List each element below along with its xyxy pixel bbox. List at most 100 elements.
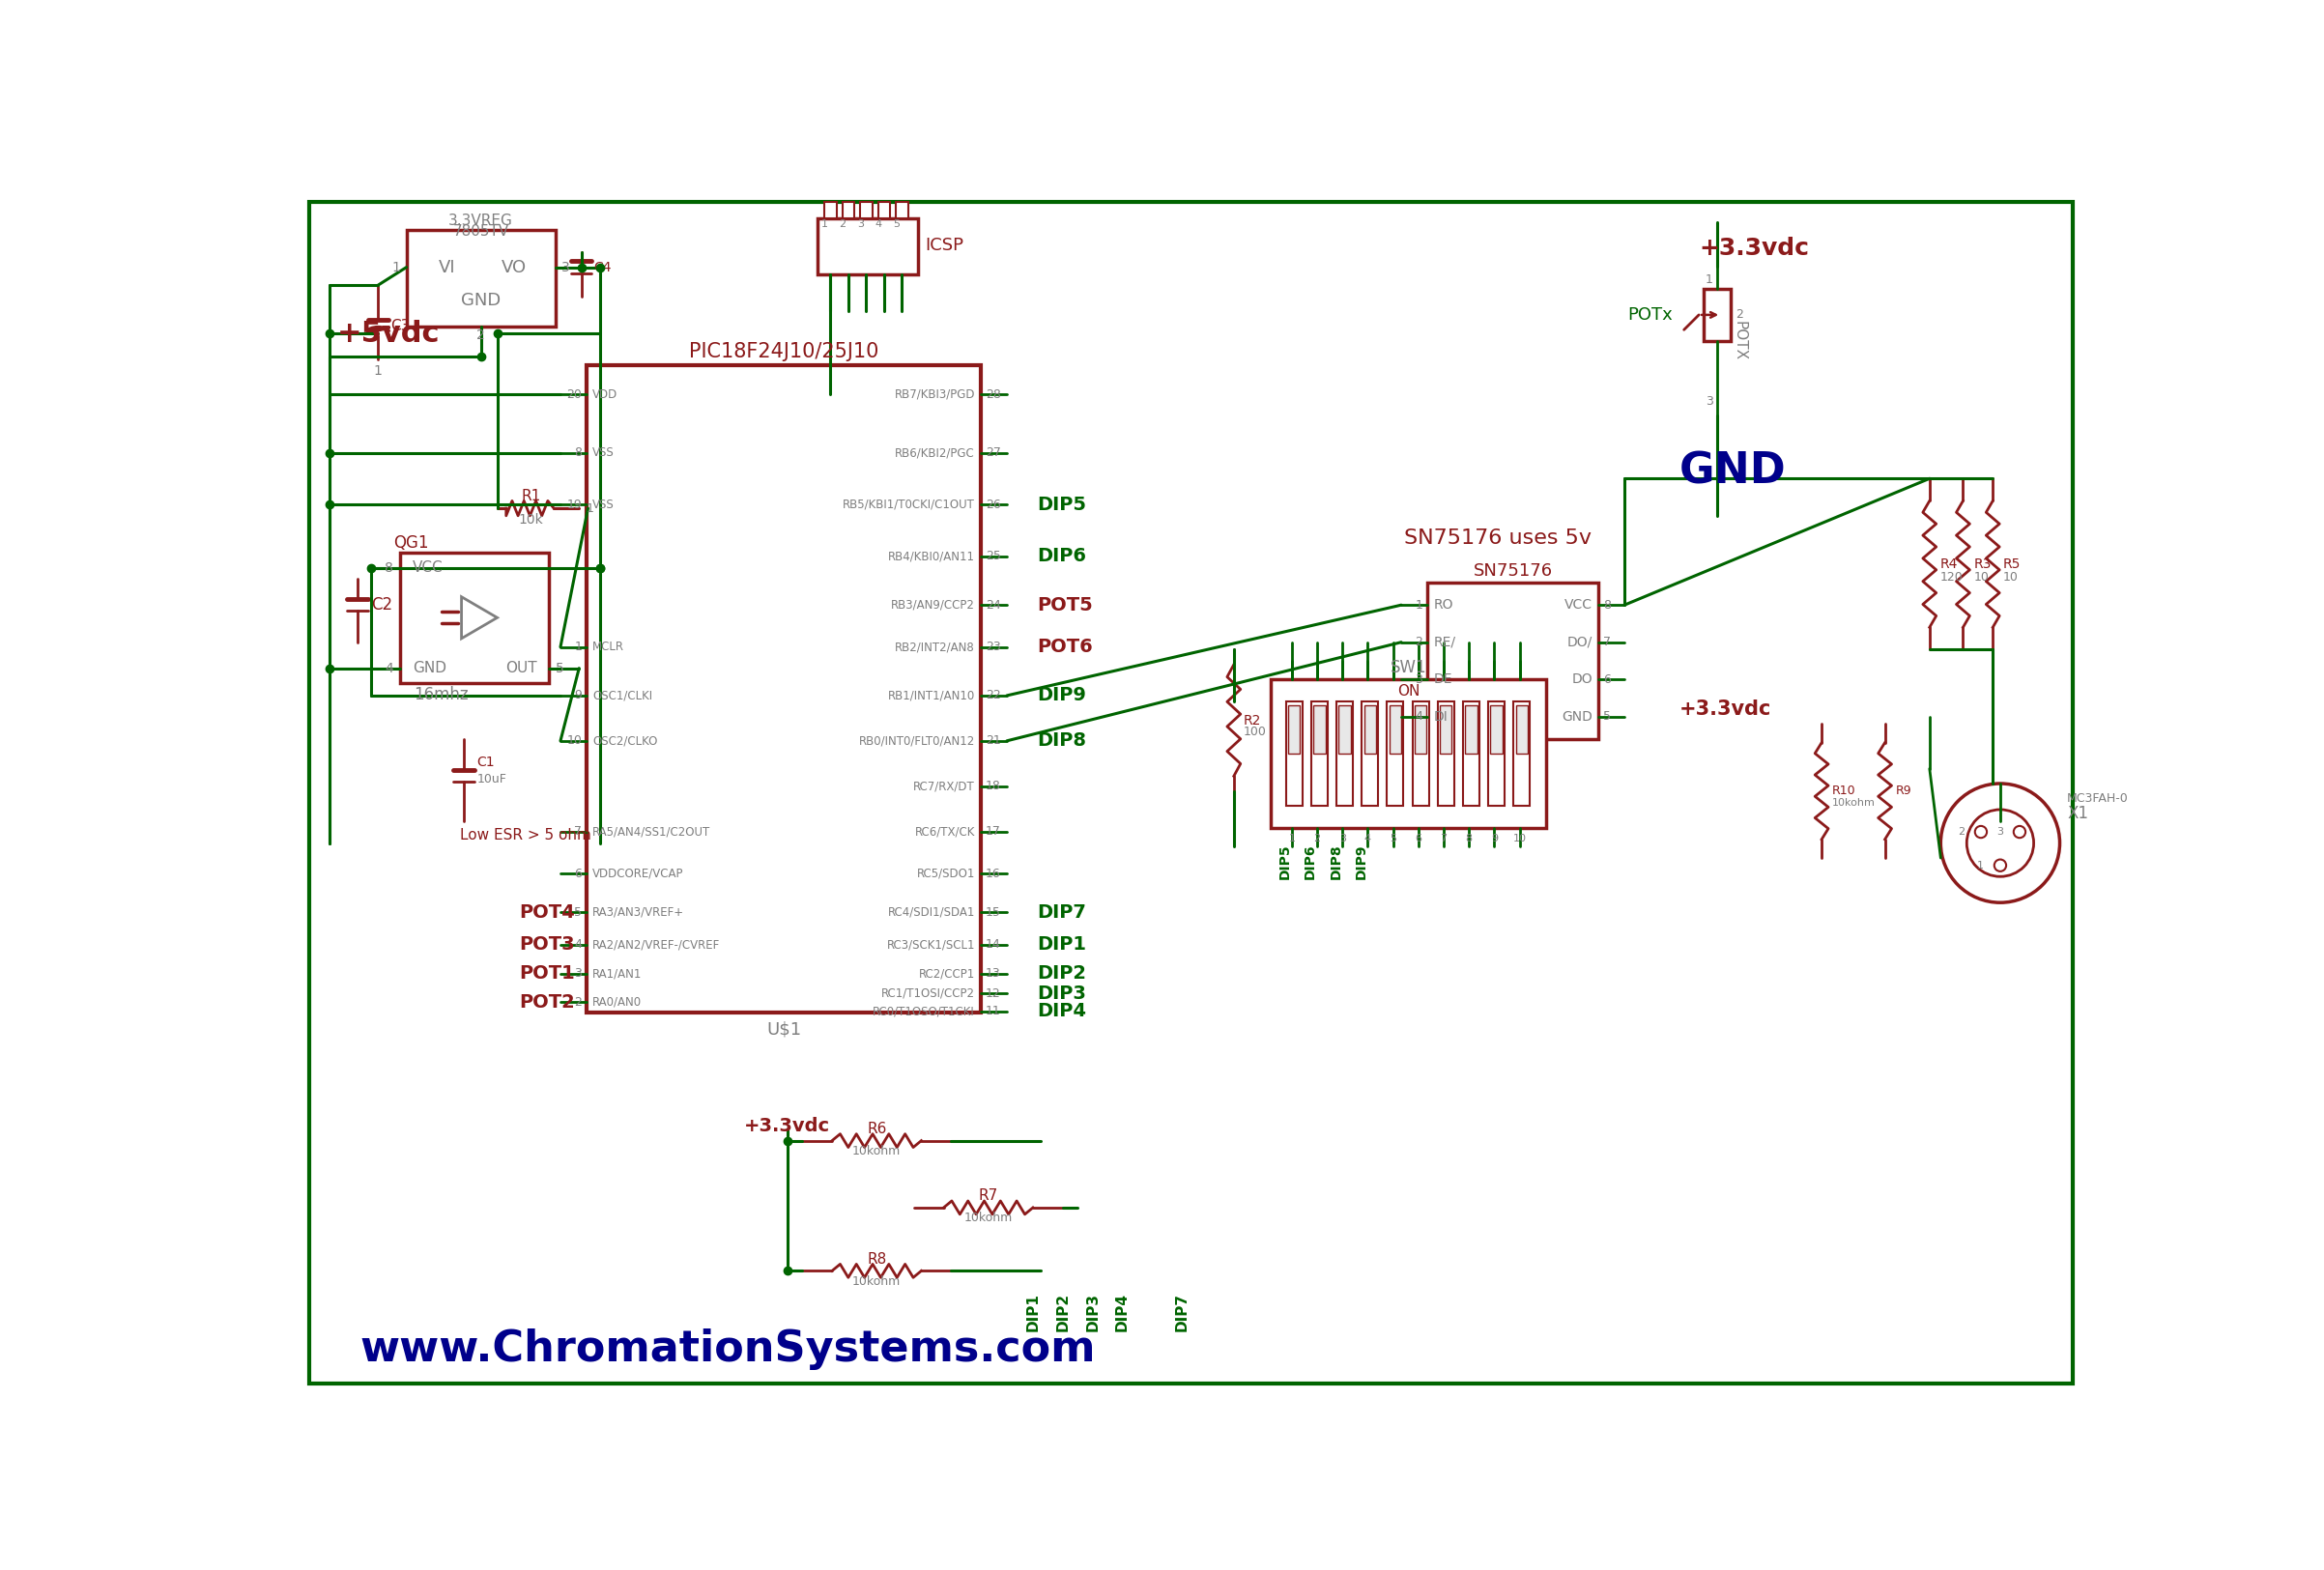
Text: DIP9: DIP9 <box>1355 845 1369 879</box>
Bar <box>1336 702 1353 805</box>
Text: 20: 20 <box>567 388 581 400</box>
Bar <box>1364 705 1376 754</box>
Text: ON: ON <box>1397 685 1420 699</box>
Text: DIP2: DIP2 <box>1037 964 1085 983</box>
Text: QG1: QG1 <box>393 534 428 551</box>
Text: 10kohm: 10kohm <box>964 1212 1013 1225</box>
Bar <box>1427 582 1599 739</box>
Text: RC4/SDI1/SDA1: RC4/SDI1/SDA1 <box>888 906 974 918</box>
Text: 5: 5 <box>892 220 899 229</box>
Text: RA2/AN2/VREF-/CVREF: RA2/AN2/VREF-/CVREF <box>593 939 720 951</box>
Bar <box>407 231 555 327</box>
Text: MC3FAH-0: MC3FAH-0 <box>2066 793 2129 805</box>
Text: R2: R2 <box>1243 713 1262 727</box>
Text: 13: 13 <box>985 967 1002 980</box>
Text: 25: 25 <box>985 550 1002 562</box>
Text: C4: C4 <box>593 261 611 275</box>
Text: 10kohm: 10kohm <box>853 1145 902 1157</box>
Text: 4: 4 <box>1364 834 1371 843</box>
Text: R1: R1 <box>521 490 541 504</box>
Text: U$1: U$1 <box>767 1020 802 1038</box>
Text: DO: DO <box>1571 672 1592 686</box>
Text: +3.3vdc: +3.3vdc <box>1678 700 1771 719</box>
Circle shape <box>2013 826 2027 838</box>
Text: POT2: POT2 <box>521 994 576 1011</box>
Text: DIP4: DIP4 <box>1116 1292 1129 1331</box>
Text: POT4: POT4 <box>521 903 576 922</box>
Text: RO: RO <box>1434 598 1452 612</box>
Text: RE/: RE/ <box>1434 636 1455 648</box>
Text: X1: X1 <box>2066 804 2089 823</box>
Text: VCC: VCC <box>411 560 444 575</box>
Text: OSC1/CLKI: OSC1/CLKI <box>593 689 653 702</box>
Bar <box>1285 702 1301 805</box>
Bar <box>1703 289 1731 341</box>
Text: R6: R6 <box>867 1121 885 1137</box>
Text: 4: 4 <box>874 220 881 229</box>
Text: 10: 10 <box>1513 834 1527 843</box>
Text: 8: 8 <box>383 560 393 575</box>
Text: 1: 1 <box>1978 860 1985 870</box>
Text: RA0/AN0: RA0/AN0 <box>593 995 641 1008</box>
Text: 26: 26 <box>985 498 1002 510</box>
Text: VDD: VDD <box>593 388 618 400</box>
Text: 6: 6 <box>1415 834 1422 843</box>
Text: 12: 12 <box>985 988 1002 1000</box>
Text: 27: 27 <box>985 446 1002 458</box>
Text: C3: C3 <box>390 319 409 333</box>
Text: SN75176: SN75176 <box>1473 562 1552 579</box>
Text: DE: DE <box>1434 672 1452 686</box>
Text: 2: 2 <box>839 220 846 229</box>
Text: 11: 11 <box>985 1005 1002 1017</box>
Text: RB3/AN9/CCP2: RB3/AN9/CCP2 <box>890 598 974 611</box>
Text: RA3/AN3/VREF+: RA3/AN3/VREF+ <box>593 906 683 918</box>
Text: RA5/AN4/SS1/C2OUT: RA5/AN4/SS1/C2OUT <box>593 826 711 838</box>
Text: 1: 1 <box>820 220 827 229</box>
Text: RC6/TX/CK: RC6/TX/CK <box>916 826 974 838</box>
Text: DIP7: DIP7 <box>1174 1292 1190 1331</box>
Bar <box>1464 705 1478 754</box>
Text: 1: 1 <box>1287 834 1294 843</box>
Bar <box>1439 702 1455 805</box>
Text: R7: R7 <box>978 1188 997 1203</box>
Circle shape <box>1966 810 2034 876</box>
Text: OUT: OUT <box>507 661 537 675</box>
Text: 14: 14 <box>985 939 1002 951</box>
Circle shape <box>1994 859 2006 871</box>
Text: R5: R5 <box>2003 557 2022 571</box>
Text: 5: 5 <box>1390 834 1397 843</box>
Text: 16mhz: 16mhz <box>414 686 469 703</box>
Text: POT3: POT3 <box>521 936 576 955</box>
Text: R3: R3 <box>1973 557 1992 571</box>
Text: 2: 2 <box>1313 834 1320 843</box>
Text: 5: 5 <box>555 661 565 675</box>
Text: 100: 100 <box>1243 725 1267 738</box>
Text: DIP1: DIP1 <box>1037 936 1085 955</box>
Bar <box>1339 705 1350 754</box>
Text: 3.3VREG: 3.3VREG <box>449 214 514 228</box>
Text: DO/: DO/ <box>1566 636 1592 648</box>
Text: 8: 8 <box>574 446 581 458</box>
Text: 8: 8 <box>1604 598 1611 611</box>
Text: C1: C1 <box>476 757 495 769</box>
Bar <box>1464 702 1480 805</box>
Text: 28: 28 <box>985 388 1002 400</box>
Text: R4: R4 <box>1941 557 1957 571</box>
Bar <box>825 203 837 218</box>
Text: RB2/INT2/AN8: RB2/INT2/AN8 <box>895 641 974 653</box>
Text: 3: 3 <box>1996 827 2003 837</box>
Text: 3: 3 <box>1339 834 1346 843</box>
Text: VDDCORE/VCAP: VDDCORE/VCAP <box>593 867 683 879</box>
Text: RC5/SDO1: RC5/SDO1 <box>916 867 974 879</box>
Text: RB6/KBI2/PGC: RB6/KBI2/PGC <box>895 446 974 458</box>
Text: 16: 16 <box>985 867 1002 879</box>
Text: VI: VI <box>439 259 456 276</box>
Bar <box>1515 705 1527 754</box>
Text: C2: C2 <box>372 597 393 614</box>
Text: 5: 5 <box>574 906 581 918</box>
Text: 3: 3 <box>1415 674 1422 686</box>
Text: DIP1: DIP1 <box>1025 1292 1041 1331</box>
Text: VO: VO <box>502 259 528 276</box>
Text: 10: 10 <box>567 735 581 747</box>
Text: 3: 3 <box>1706 396 1713 408</box>
